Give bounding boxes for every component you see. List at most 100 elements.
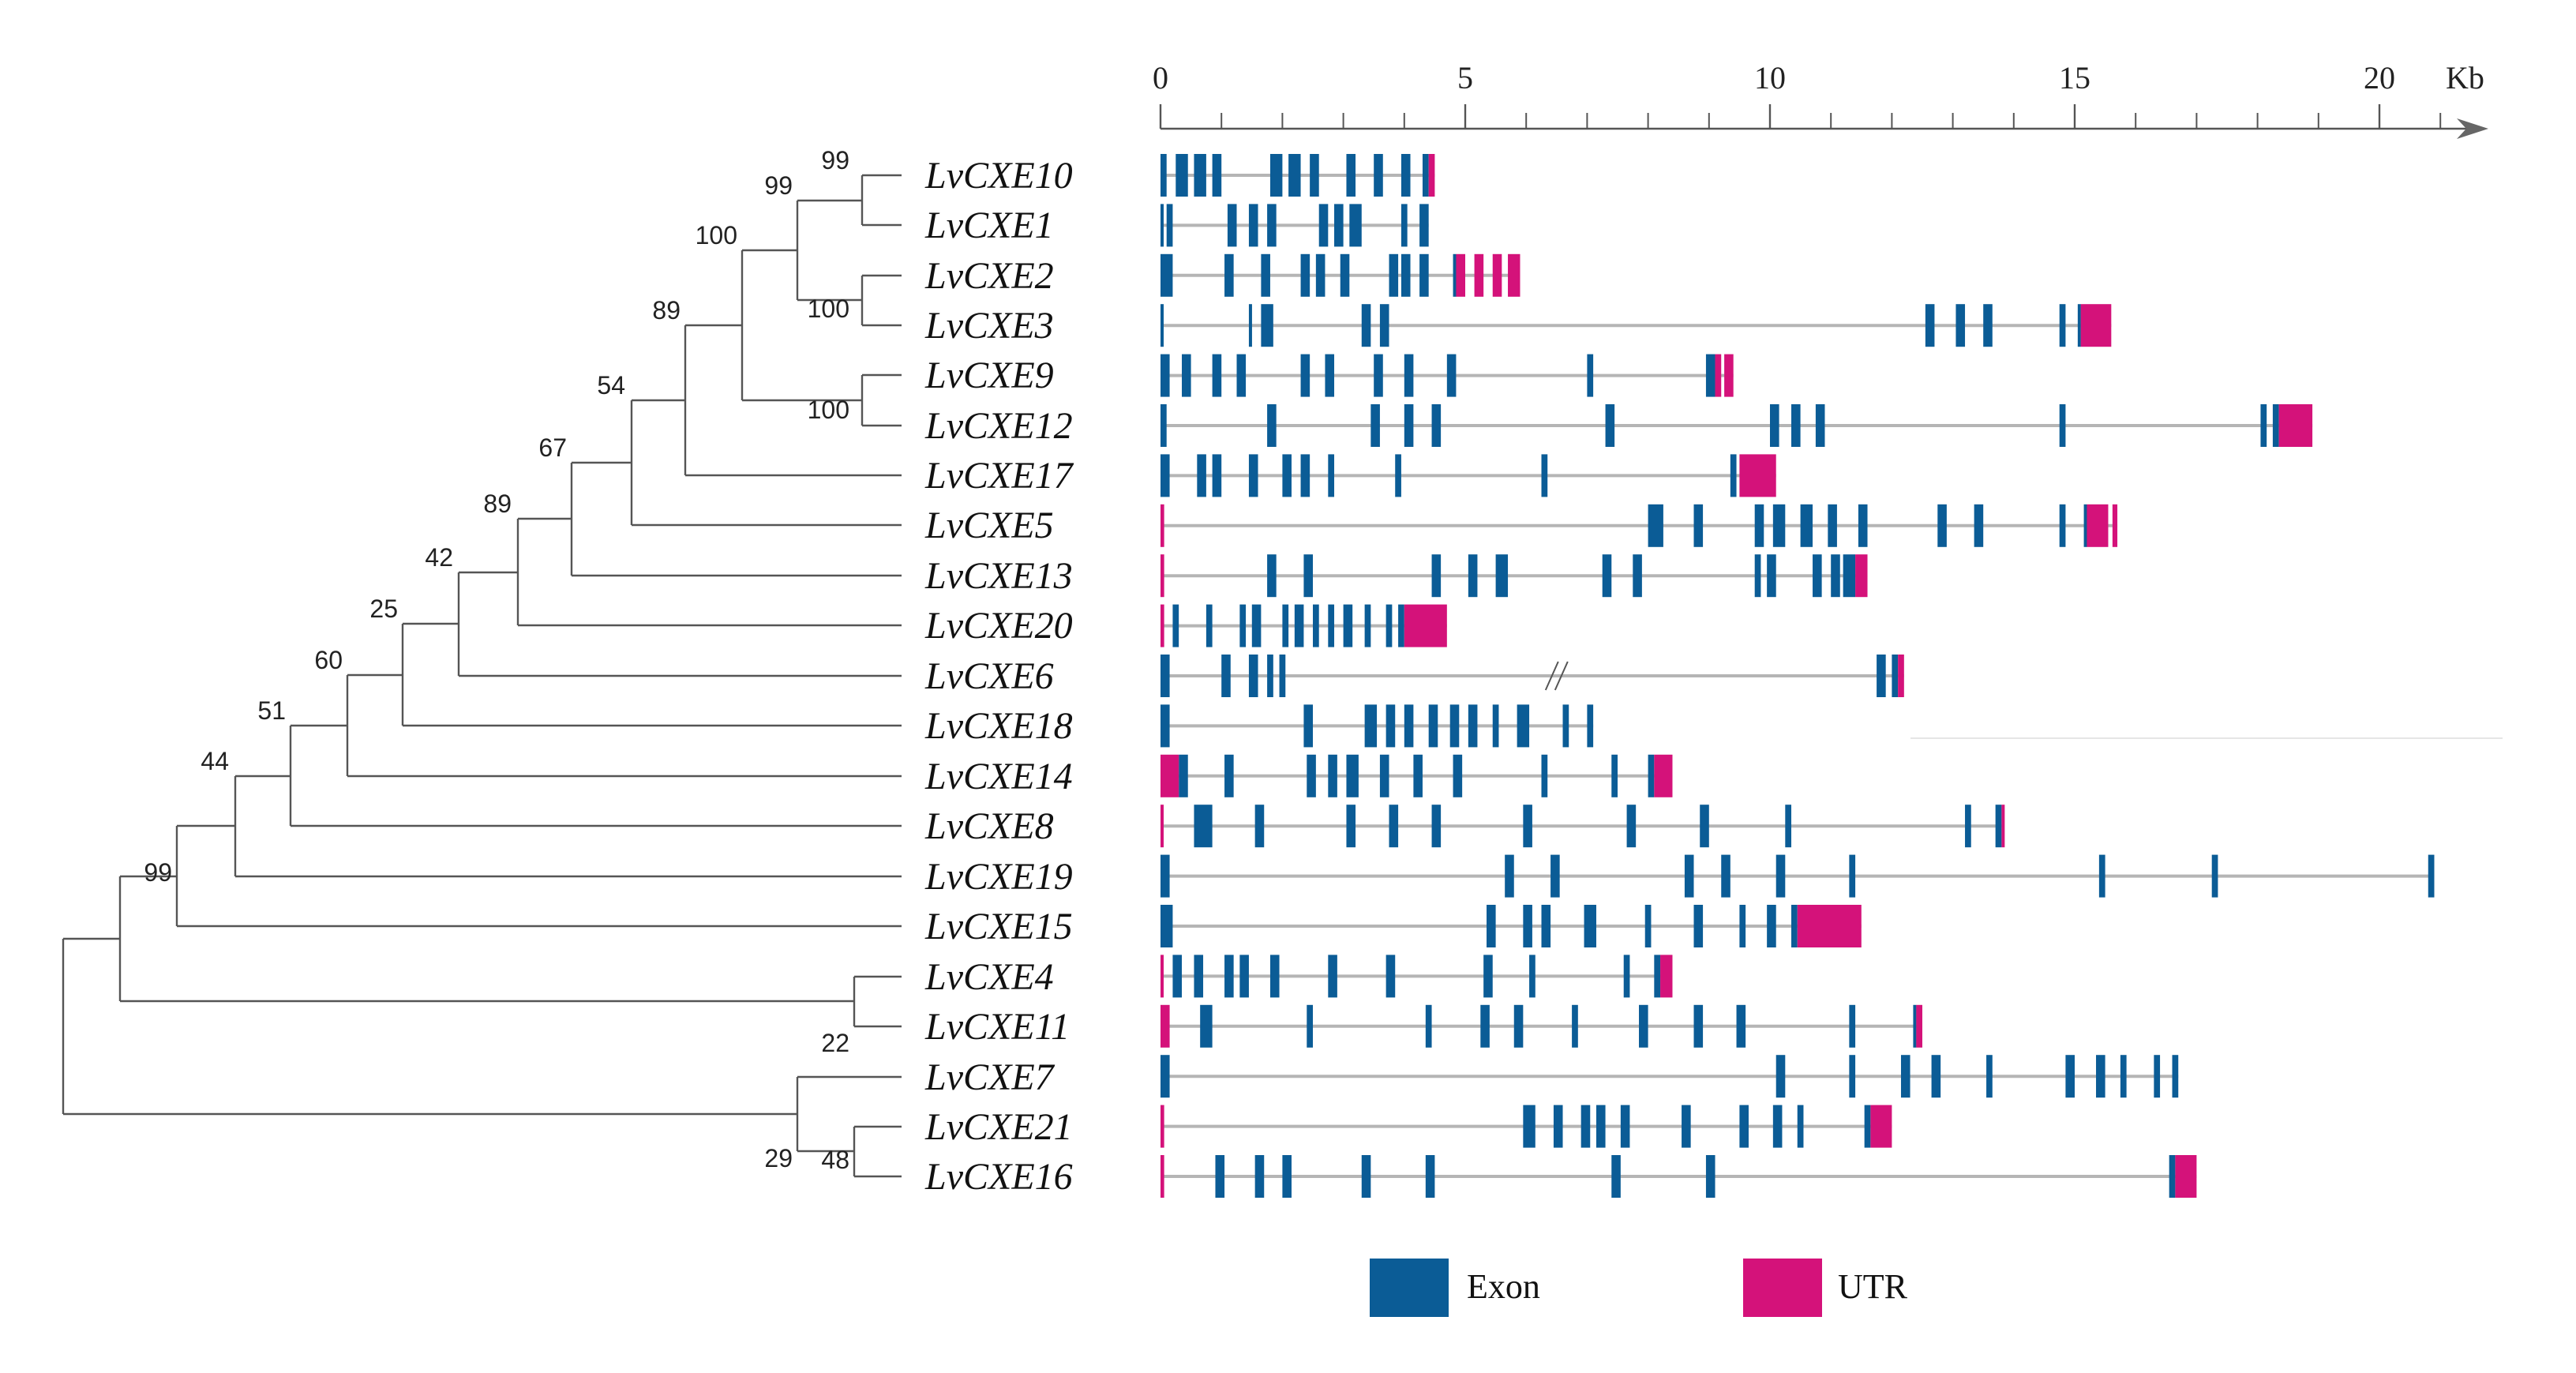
utr-block: [1428, 154, 1435, 197]
kb-scale-axis: 0 5 10 15 20 Kb: [1153, 60, 2488, 139]
exon-block: [1239, 955, 1249, 998]
tree-branch: [62, 937, 797, 1116]
exon-block: [1900, 1055, 1910, 1098]
exon-block: [1736, 1004, 1746, 1048]
exon-block: [1200, 1004, 1213, 1048]
exon-block: [1541, 754, 1548, 797]
exon-block: [1194, 805, 1213, 848]
exon-block: [1224, 955, 1234, 998]
exon-block: [2059, 404, 2066, 447]
exon-block: [2272, 404, 2279, 447]
gene-label: LvCXE3: [924, 305, 1054, 347]
gene-row: [1161, 604, 1447, 647]
exon-block: [1505, 854, 1514, 898]
bootstrap-label: 99: [821, 146, 849, 174]
exon-block: [1303, 704, 1313, 748]
exon-block: [1428, 704, 1438, 748]
gene-row: [1161, 1155, 2197, 1198]
utr-block: [1508, 253, 1520, 297]
bootstrap-label: 100: [808, 294, 849, 323]
bootstrap-label: 100: [696, 221, 737, 249]
exon-block: [1580, 1105, 1591, 1148]
exon-block: [1425, 1004, 1432, 1048]
utr-block: [2087, 504, 2109, 547]
exon-block: [1705, 1155, 1715, 1198]
exon-block: [1739, 1105, 1749, 1148]
exon-block: [1431, 404, 1442, 447]
utr-block: [1660, 955, 1673, 998]
exon-block: [1161, 1055, 1170, 1098]
minor-ticks: [1221, 113, 2442, 129]
exon-block: [1182, 354, 1191, 397]
exon-block: [1550, 854, 1560, 898]
exon-block: [2428, 854, 2435, 898]
exon-block: [1425, 1155, 1435, 1198]
exon-block: [1361, 304, 1371, 347]
exon-block: [1254, 1155, 1265, 1198]
exon-block: [1310, 154, 1319, 197]
axis-tick-label: 15: [2059, 60, 2090, 96]
exon-block: [1513, 1004, 1524, 1048]
gene-label: LvCXE19: [924, 856, 1073, 898]
exon-block: [1261, 253, 1270, 297]
exon-block: [1541, 905, 1551, 947]
gene-label: LvCXE18: [924, 705, 1073, 747]
exon-block: [1328, 604, 1335, 647]
exon-block: [1400, 253, 1411, 297]
gene-row: [1161, 554, 1868, 598]
exon-block: [1785, 805, 1792, 848]
exon-block: [1206, 604, 1213, 647]
utr-block: [2278, 404, 2313, 447]
gene-label: LvCXE8: [924, 805, 1054, 847]
exon-block: [2065, 1055, 2075, 1098]
exon-block: [2083, 504, 2087, 547]
exon-block: [1224, 754, 1234, 797]
exon-block: [1282, 1155, 1292, 1198]
utr-block: [2001, 805, 2005, 848]
exon-block: [1843, 554, 1856, 598]
tree-branch: [741, 249, 862, 402]
bootstrap-label: 60: [314, 646, 343, 674]
exon-block: [1562, 704, 1569, 748]
exon-block: [1212, 354, 1222, 397]
legend-utr-swatch: [1743, 1259, 1822, 1317]
utr-block: [1161, 504, 1164, 547]
bootstrap-label: 44: [201, 747, 229, 775]
exon-block: [1328, 955, 1337, 998]
exon-block: [1215, 1155, 1225, 1198]
exon-block: [1239, 604, 1247, 647]
exon-block: [1307, 754, 1316, 797]
tree-branch: [853, 975, 902, 1028]
exon-block: [1294, 604, 1304, 647]
exon-block: [1385, 955, 1396, 998]
exon-block: [1194, 154, 1206, 197]
exon-block: [1931, 1055, 1941, 1098]
exon-block: [1328, 454, 1335, 497]
exon-block: [1721, 854, 1730, 898]
utr-block: [1161, 805, 1164, 848]
gene-label: LvCXE9: [924, 355, 1054, 396]
exon-block: [1343, 604, 1353, 647]
utr-block: [1161, 1004, 1170, 1048]
exon-block: [1254, 805, 1265, 848]
exon-block: [1813, 554, 1822, 598]
gene-row: [1161, 1105, 1892, 1148]
gene-row: [1161, 504, 2118, 547]
exon-block: [1389, 805, 1399, 848]
tree-branch: [861, 174, 902, 227]
tree-branch: [630, 399, 902, 527]
exon-block: [1282, 604, 1289, 647]
exon-block: [1404, 404, 1414, 447]
exon-block: [1161, 304, 1164, 347]
exon-block: [1288, 154, 1301, 197]
utr-block: [1161, 604, 1164, 647]
exon-block: [1892, 655, 1899, 697]
exon-block: [1346, 154, 1356, 197]
exon-block: [1797, 1105, 1804, 1148]
exon-block: [1161, 404, 1167, 447]
exon-block: [1267, 554, 1277, 598]
exon-block: [1754, 554, 1761, 598]
gene-label: LvCXE20: [924, 605, 1073, 647]
gene-row: [1161, 253, 1520, 297]
